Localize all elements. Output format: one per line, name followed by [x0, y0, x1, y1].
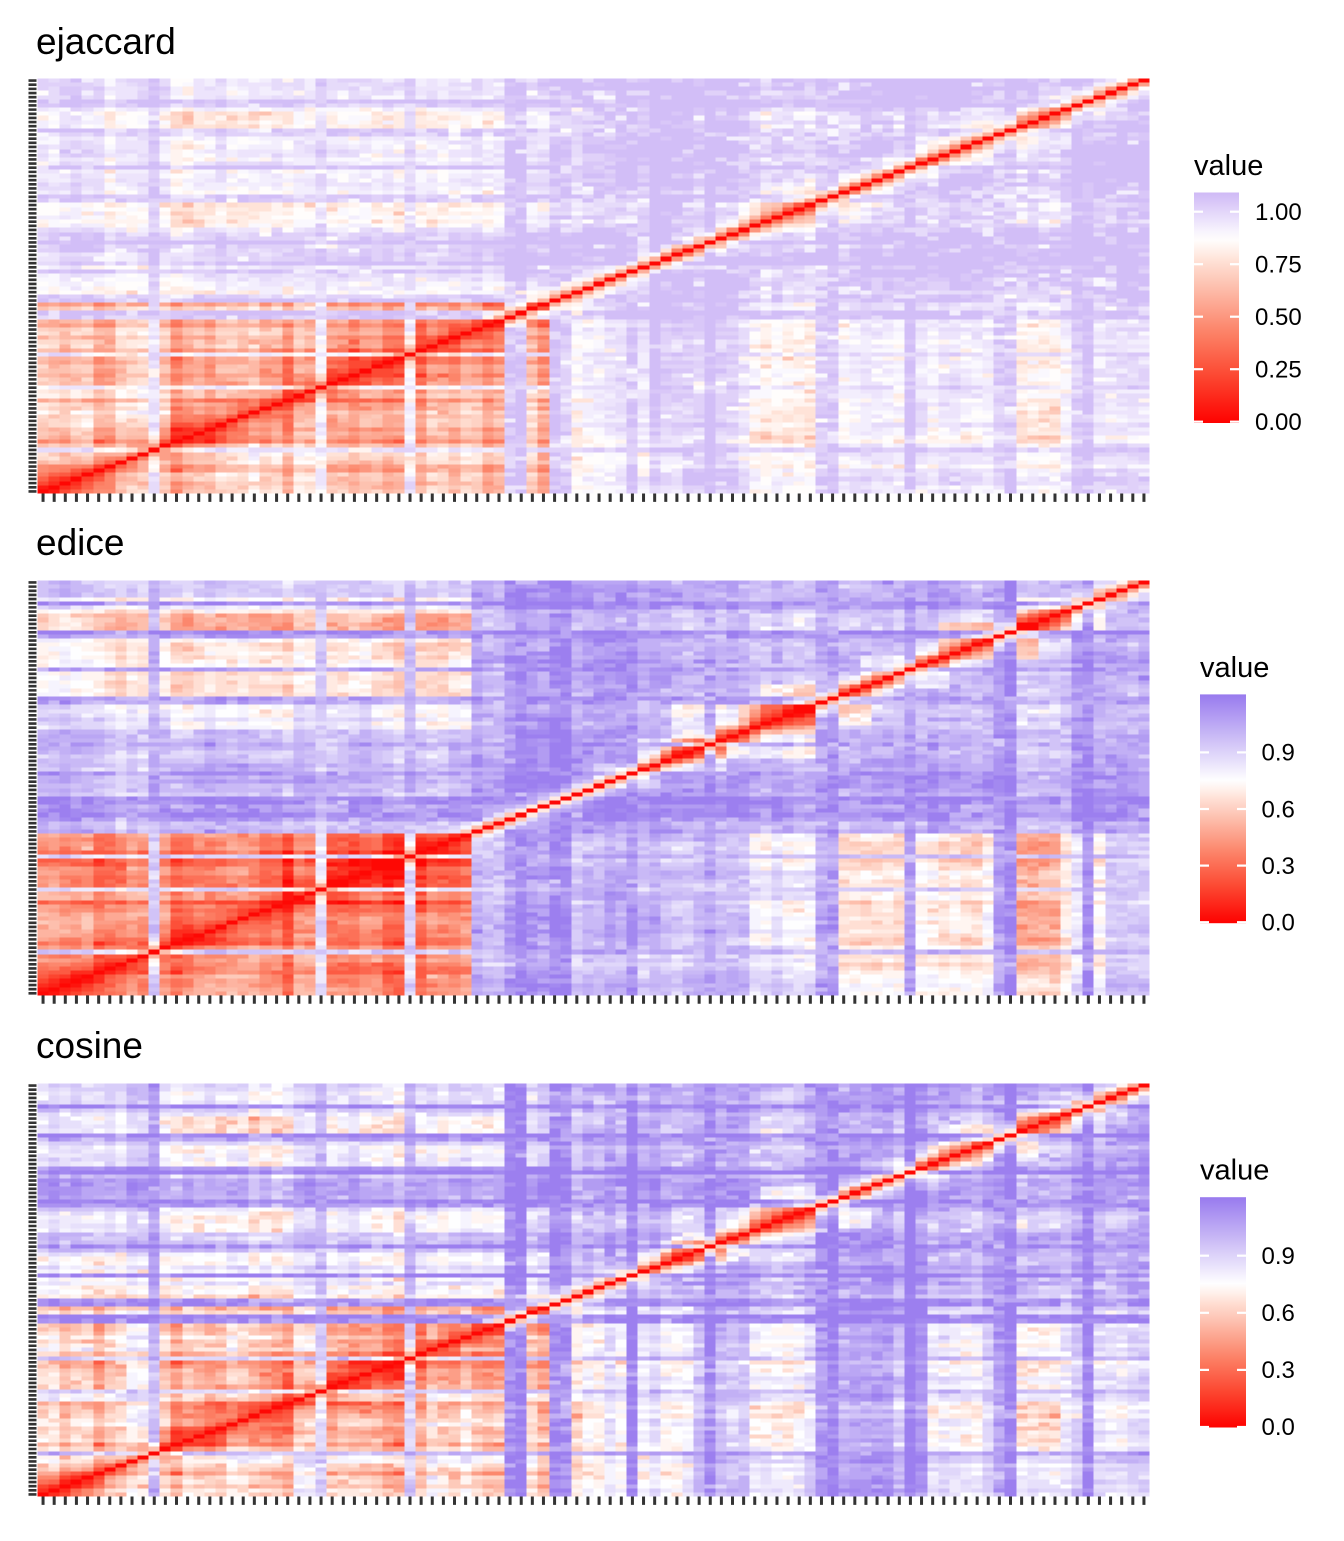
svg-text:0.9: 0.9: [1262, 740, 1295, 767]
svg-text:cosine: cosine: [36, 1025, 143, 1066]
svg-text:0.9: 0.9: [1262, 1243, 1295, 1270]
svg-text:0.6: 0.6: [1262, 796, 1295, 823]
svg-text:ejaccard: ejaccard: [36, 21, 176, 62]
svg-text:0.00: 0.00: [1255, 409, 1302, 436]
svg-text:0.25: 0.25: [1255, 357, 1302, 384]
svg-text:value: value: [1194, 150, 1263, 182]
svg-text:0.3: 0.3: [1262, 1357, 1295, 1384]
svg-text:edice: edice: [36, 522, 124, 563]
svg-text:1.00: 1.00: [1255, 199, 1302, 226]
svg-text:0.3: 0.3: [1262, 853, 1295, 880]
svg-text:0.0: 0.0: [1262, 910, 1295, 937]
svg-text:0.75: 0.75: [1255, 252, 1302, 279]
svg-text:value: value: [1200, 652, 1269, 684]
svg-text:0.50: 0.50: [1255, 304, 1302, 331]
svg-text:0.6: 0.6: [1262, 1300, 1295, 1327]
svg-text:0.0: 0.0: [1262, 1414, 1295, 1441]
svg-text:value: value: [1200, 1155, 1269, 1187]
